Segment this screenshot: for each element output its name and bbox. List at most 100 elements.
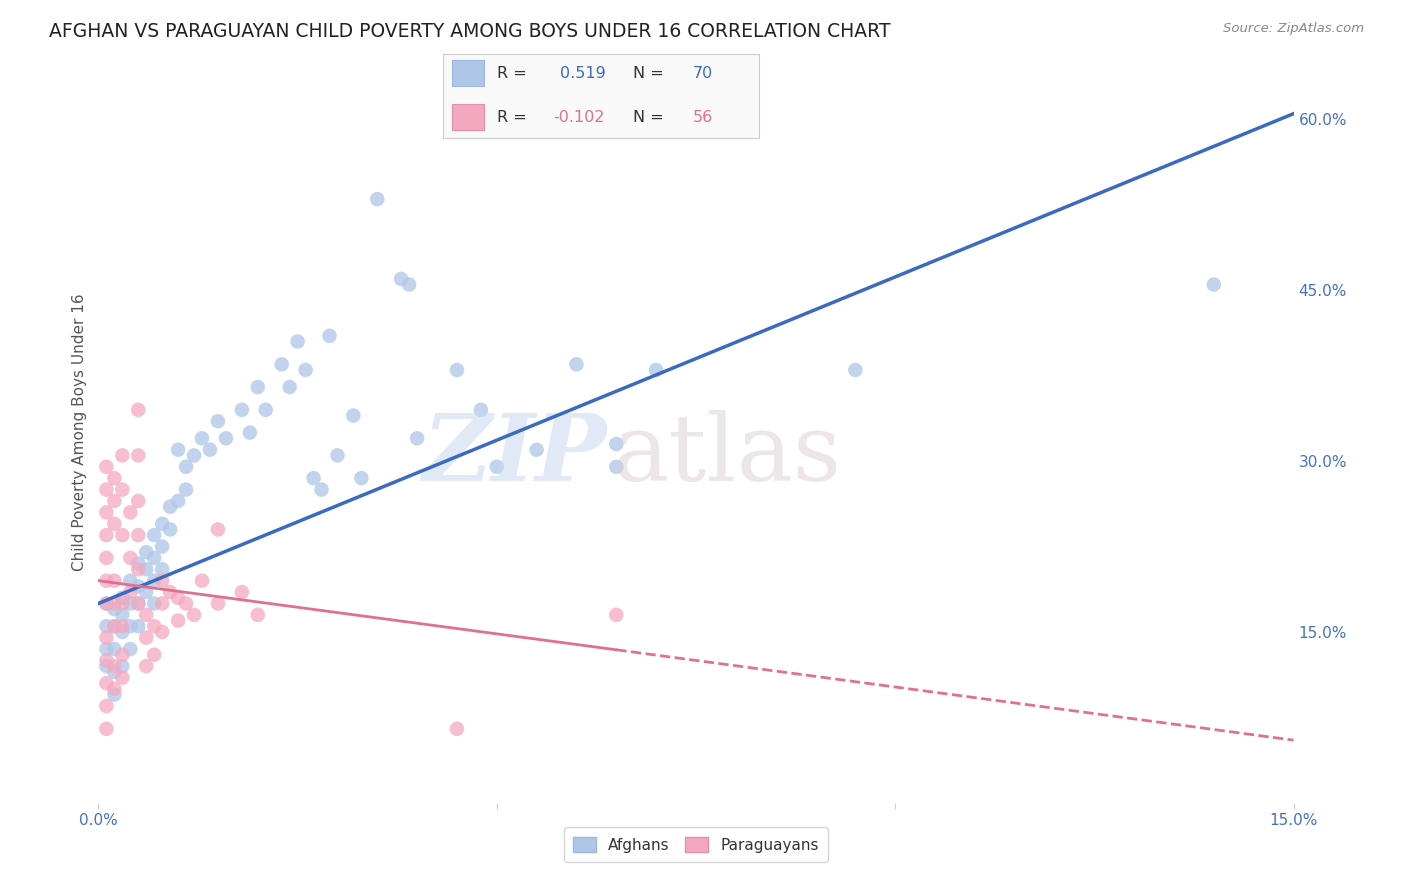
Point <box>143 550 166 565</box>
Point <box>111 671 134 685</box>
Point <box>120 597 142 611</box>
Point <box>103 602 125 616</box>
Point <box>318 328 340 343</box>
Point <box>127 579 149 593</box>
Point <box>198 442 221 457</box>
Point <box>143 597 166 611</box>
Point <box>143 528 166 542</box>
Point <box>605 437 627 451</box>
Point <box>159 523 181 537</box>
Point <box>231 585 253 599</box>
Point <box>135 607 157 622</box>
Point <box>96 653 118 667</box>
Point <box>103 516 125 531</box>
Point <box>103 471 125 485</box>
Point <box>135 545 157 559</box>
Point <box>485 459 508 474</box>
Text: 70: 70 <box>693 65 713 80</box>
Point <box>127 494 149 508</box>
Point <box>127 557 149 571</box>
Point <box>96 619 118 633</box>
Point <box>143 648 166 662</box>
Point <box>167 494 190 508</box>
Text: atlas: atlas <box>613 409 842 500</box>
Point <box>96 597 118 611</box>
Point <box>120 585 142 599</box>
Point <box>103 597 125 611</box>
Point <box>111 619 134 633</box>
Point <box>103 665 125 679</box>
Point <box>231 402 253 417</box>
Point <box>111 597 134 611</box>
Point <box>207 523 229 537</box>
Point <box>605 459 627 474</box>
Text: R =: R = <box>496 110 531 125</box>
Point <box>127 402 149 417</box>
Point <box>103 619 125 633</box>
Text: AFGHAN VS PARAGUAYAN CHILD POVERTY AMONG BOYS UNDER 16 CORRELATION CHART: AFGHAN VS PARAGUAYAN CHILD POVERTY AMONG… <box>49 22 891 41</box>
Point <box>150 516 173 531</box>
Point <box>127 619 149 633</box>
Point <box>246 380 269 394</box>
Point <box>103 494 125 508</box>
Point <box>470 402 492 417</box>
Text: N =: N = <box>633 65 664 80</box>
Point <box>96 642 118 657</box>
Point <box>406 431 429 445</box>
Point <box>120 574 142 588</box>
Point <box>311 483 333 497</box>
Point <box>103 659 125 673</box>
Point <box>120 550 142 565</box>
Text: 0.519: 0.519 <box>560 65 606 80</box>
Point <box>844 363 866 377</box>
Point <box>270 357 292 371</box>
Point <box>183 449 205 463</box>
Point <box>326 449 349 463</box>
Point <box>96 676 118 690</box>
Point <box>103 681 125 696</box>
Point <box>239 425 262 440</box>
Point <box>526 442 548 457</box>
Point <box>96 574 118 588</box>
Point <box>150 562 173 576</box>
Point <box>287 334 309 349</box>
Point <box>174 483 197 497</box>
Point <box>174 459 197 474</box>
Point <box>150 540 173 554</box>
Point <box>167 442 190 457</box>
Point <box>207 597 229 611</box>
Point <box>96 659 118 673</box>
Point <box>111 624 134 639</box>
Point <box>96 550 118 565</box>
Point <box>120 642 142 657</box>
Point <box>111 528 134 542</box>
Y-axis label: Child Poverty Among Boys Under 16: Child Poverty Among Boys Under 16 <box>72 293 87 572</box>
Point <box>96 698 118 713</box>
Point <box>342 409 364 423</box>
Point <box>96 631 118 645</box>
Point <box>96 597 118 611</box>
Legend: Afghans, Paraguayans: Afghans, Paraguayans <box>564 828 828 862</box>
Point <box>135 631 157 645</box>
Point <box>127 597 149 611</box>
Point <box>120 505 142 519</box>
Point <box>150 624 173 639</box>
Point <box>167 614 190 628</box>
Text: R =: R = <box>496 65 531 80</box>
Point <box>294 363 316 377</box>
Point <box>127 528 149 542</box>
Point <box>127 449 149 463</box>
Point <box>254 402 277 417</box>
Point <box>302 471 325 485</box>
Point <box>103 642 125 657</box>
FancyBboxPatch shape <box>453 104 484 130</box>
Point <box>103 619 125 633</box>
Point <box>96 722 118 736</box>
Point <box>350 471 373 485</box>
Point <box>120 619 142 633</box>
Point <box>174 597 197 611</box>
Point <box>143 619 166 633</box>
Point <box>143 574 166 588</box>
Text: ZIP: ZIP <box>422 409 606 500</box>
Point <box>446 722 468 736</box>
